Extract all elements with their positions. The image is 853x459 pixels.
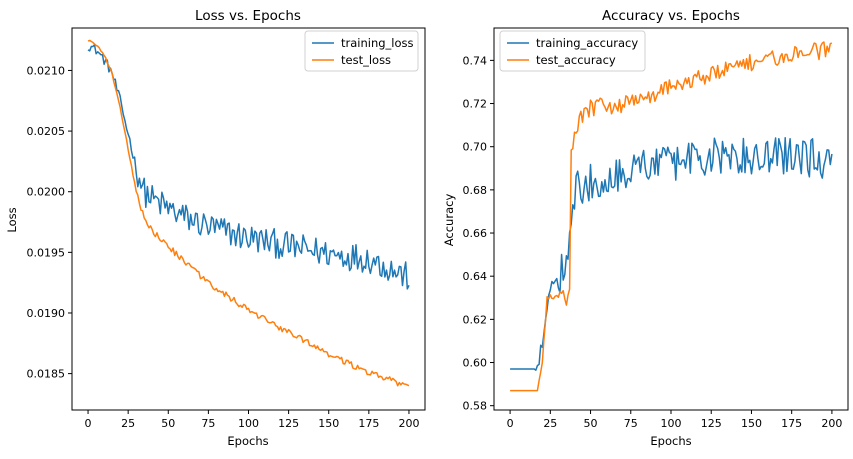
x-tick-label: 125 bbox=[701, 417, 722, 430]
training-loss-line bbox=[87, 43, 410, 290]
accuracy-chart-xlabel: Epochs bbox=[650, 434, 691, 448]
test-loss-legend-label: test_loss bbox=[341, 53, 391, 67]
axes-frame bbox=[71, 27, 426, 411]
x-tick-label: 75 bbox=[624, 417, 638, 430]
loss-chart-title: Loss vs. Epochs bbox=[195, 8, 301, 24]
x-tick-label: 25 bbox=[121, 417, 135, 430]
y-tick-label: 0.0195 bbox=[27, 246, 66, 259]
x-tick-label: 200 bbox=[398, 417, 419, 430]
test-loss-line bbox=[87, 39, 410, 387]
test-accuracy-line bbox=[510, 41, 833, 392]
y-tick-label: 0.0210 bbox=[27, 64, 66, 77]
y-tick-label: 0.70 bbox=[463, 141, 488, 154]
y-tick-label: 0.0190 bbox=[27, 307, 66, 320]
y-tick-label: 0.68 bbox=[463, 184, 488, 197]
test-accuracy-legend-label: test_accuracy bbox=[536, 53, 616, 67]
y-tick-label: 0.58 bbox=[463, 400, 488, 413]
x-tick-label: 75 bbox=[201, 417, 215, 430]
loss-legend-box bbox=[304, 30, 419, 72]
x-tick-label: 50 bbox=[584, 417, 598, 430]
training-loss-legend-label: training_loss bbox=[341, 36, 414, 50]
x-tick-label: 125 bbox=[278, 417, 299, 430]
x-tick-label: 200 bbox=[821, 417, 842, 430]
x-tick-label: 100 bbox=[238, 417, 259, 430]
accuracy-legend: training_accuracy test_accuracy bbox=[499, 30, 646, 72]
loss-plot-area: 0 25 50 75 100 125 150 175 200 0.0185 0.0190 0.0195… bbox=[27, 27, 426, 430]
y-tick-label: 0.64 bbox=[463, 270, 488, 283]
loss-chart-ylabel: Loss bbox=[5, 207, 19, 232]
x-tick-label: 150 bbox=[318, 417, 339, 430]
accuracy-chart-ylabel: Accuracy bbox=[442, 194, 456, 247]
y-tick-label: 0.0205 bbox=[27, 125, 66, 138]
y-tick-label: 0.0185 bbox=[27, 368, 66, 381]
accuracy-chart-title: Accuracy vs. Epochs bbox=[602, 8, 740, 24]
x-tick-label: 175 bbox=[358, 417, 379, 430]
y-tick-label: 0.62 bbox=[463, 313, 488, 326]
training-accuracy-line bbox=[510, 137, 833, 371]
accuracy-chart: Accuracy vs. Epochs Epochs Accuracy 0 25 5… bbox=[442, 8, 849, 448]
x-tick-label: 175 bbox=[781, 417, 802, 430]
loss-chart-xlabel: Epochs bbox=[227, 434, 268, 448]
training-accuracy-legend-label: training_accuracy bbox=[536, 36, 638, 50]
y-tick-label: 0.60 bbox=[463, 357, 488, 370]
x-tick-label: 100 bbox=[661, 417, 682, 430]
x-tick-label: 150 bbox=[741, 417, 762, 430]
loss-chart: Loss vs. Epochs Epochs Loss 0 25 50 75 100 12… bbox=[5, 8, 426, 448]
x-tick-label: 0 bbox=[85, 417, 92, 430]
y-tick-label: 0.66 bbox=[463, 227, 488, 240]
x-tick-label: 50 bbox=[161, 417, 175, 430]
x-tick-label: 0 bbox=[507, 417, 514, 430]
x-tick-label: 25 bbox=[543, 417, 557, 430]
y-tick-label: 0.72 bbox=[463, 98, 488, 111]
accuracy-legend-box bbox=[499, 30, 646, 72]
accuracy-plot-area: 0 25 50 75 100 125 150 175 200 0.58 0.60 0.62 0.64 0.… bbox=[463, 27, 849, 430]
y-tick-label: 0.74 bbox=[463, 54, 488, 67]
loss-legend: training_loss test_loss bbox=[304, 30, 419, 72]
y-tick-label: 0.0200 bbox=[27, 186, 66, 199]
